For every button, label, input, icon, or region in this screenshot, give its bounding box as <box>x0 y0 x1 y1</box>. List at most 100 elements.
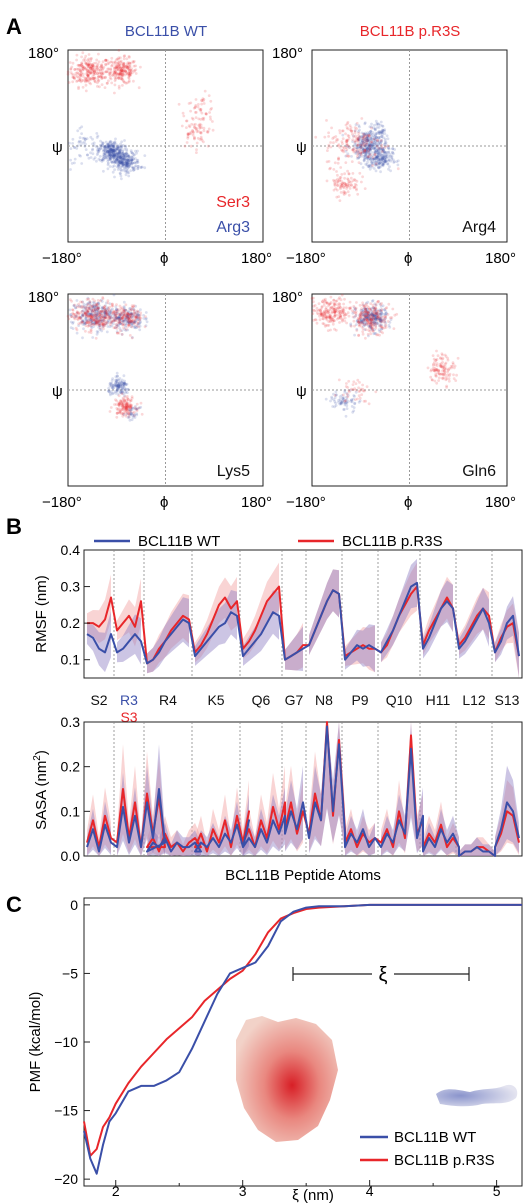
rama-point <box>128 71 132 74</box>
panel-letter-c: C <box>6 892 22 917</box>
rama-point <box>379 170 382 174</box>
rama-point <box>315 311 319 315</box>
rama-point <box>392 160 396 164</box>
psi-tick-180-a: 180° <box>28 45 59 62</box>
rama-point <box>94 61 98 65</box>
pmf-ytick-label: −20 <box>54 1171 78 1187</box>
rama-point <box>350 160 354 164</box>
rama-point <box>115 148 119 152</box>
rama-point <box>115 388 119 392</box>
residue-label: G7 <box>285 692 304 708</box>
rama-point <box>361 327 365 331</box>
rama-point <box>194 98 198 101</box>
rama-point <box>103 310 107 314</box>
rama-point <box>356 378 360 382</box>
rama-point <box>106 163 110 167</box>
rama-point <box>211 120 214 123</box>
rama-point <box>88 303 92 307</box>
rama-point <box>379 123 382 127</box>
rama-point <box>101 297 105 300</box>
rama-point <box>369 158 373 162</box>
rama-point <box>124 160 128 164</box>
rama-point <box>108 410 112 413</box>
rama-point <box>369 302 373 305</box>
rama-point <box>123 54 126 58</box>
rama-point <box>96 66 100 70</box>
rama-point <box>79 74 83 78</box>
rama-point <box>73 303 76 307</box>
rama-point <box>71 75 75 79</box>
rama-point <box>377 319 381 323</box>
rama-point <box>337 316 341 320</box>
rama-point <box>78 77 82 80</box>
rama-point <box>383 312 387 316</box>
rama-point <box>133 317 137 321</box>
rama-point <box>92 73 96 76</box>
rama-point <box>347 400 350 403</box>
rama-point <box>116 62 119 65</box>
rama-point <box>115 158 119 162</box>
rama-point <box>94 68 98 71</box>
residue-label: Q6 <box>252 692 271 708</box>
rama-point <box>113 175 116 179</box>
rama-point <box>96 299 100 302</box>
rama-point <box>83 66 86 69</box>
rama-point <box>95 330 99 333</box>
rama-point <box>93 80 97 84</box>
rama-point <box>387 324 391 327</box>
rama-point <box>84 62 88 65</box>
rama-point <box>74 326 78 330</box>
rama-point <box>336 184 340 187</box>
rama-point <box>76 71 79 74</box>
rama-point <box>380 325 384 329</box>
rama-point <box>354 382 358 385</box>
rama-point <box>185 141 189 144</box>
rama-point <box>76 79 79 83</box>
rama-point <box>117 84 121 88</box>
rama-point <box>336 173 339 177</box>
rama-point <box>114 137 117 141</box>
pmf-ylabel: PMF (kcal/mol) <box>27 992 44 1093</box>
rama-point <box>100 72 103 76</box>
phi-label-d: ϕ <box>404 494 412 511</box>
rama-point <box>380 308 384 311</box>
rama-point <box>387 167 390 171</box>
rama-point <box>100 65 104 69</box>
rama-point <box>108 71 112 75</box>
rama-point <box>92 77 96 80</box>
rama-point <box>321 300 324 303</box>
rama-point <box>105 313 109 317</box>
rama-point <box>143 154 147 158</box>
rama-point <box>325 119 328 122</box>
rama-point <box>86 70 90 73</box>
rama-point <box>90 65 93 68</box>
rama-point <box>137 325 141 329</box>
phi-tick-max-b: 180° <box>485 250 516 267</box>
rama-point <box>126 405 129 409</box>
rama-point <box>439 365 443 368</box>
rama-point <box>122 144 125 147</box>
rama-point <box>80 132 83 136</box>
rama-point <box>98 69 102 72</box>
column-title-mut: BCL11B p.R3S <box>360 23 461 40</box>
rama-point <box>452 377 456 380</box>
rama-point <box>200 138 204 142</box>
rama-point <box>106 81 109 85</box>
rama-point <box>84 54 88 58</box>
rama-point <box>111 74 114 77</box>
rama-point <box>80 320 84 324</box>
rama-point <box>100 141 104 144</box>
rama-point <box>73 68 77 71</box>
rama-point <box>339 179 343 183</box>
rama-point <box>124 327 128 331</box>
rama-point <box>348 307 352 311</box>
rama-point <box>433 379 437 383</box>
phi-tick-max-a: 180° <box>241 250 272 267</box>
rama-point <box>347 154 351 158</box>
rama-point <box>206 131 210 134</box>
rama-point <box>116 155 120 158</box>
rama-point <box>88 71 92 75</box>
rama-point <box>127 154 130 157</box>
rama-point <box>426 366 430 370</box>
